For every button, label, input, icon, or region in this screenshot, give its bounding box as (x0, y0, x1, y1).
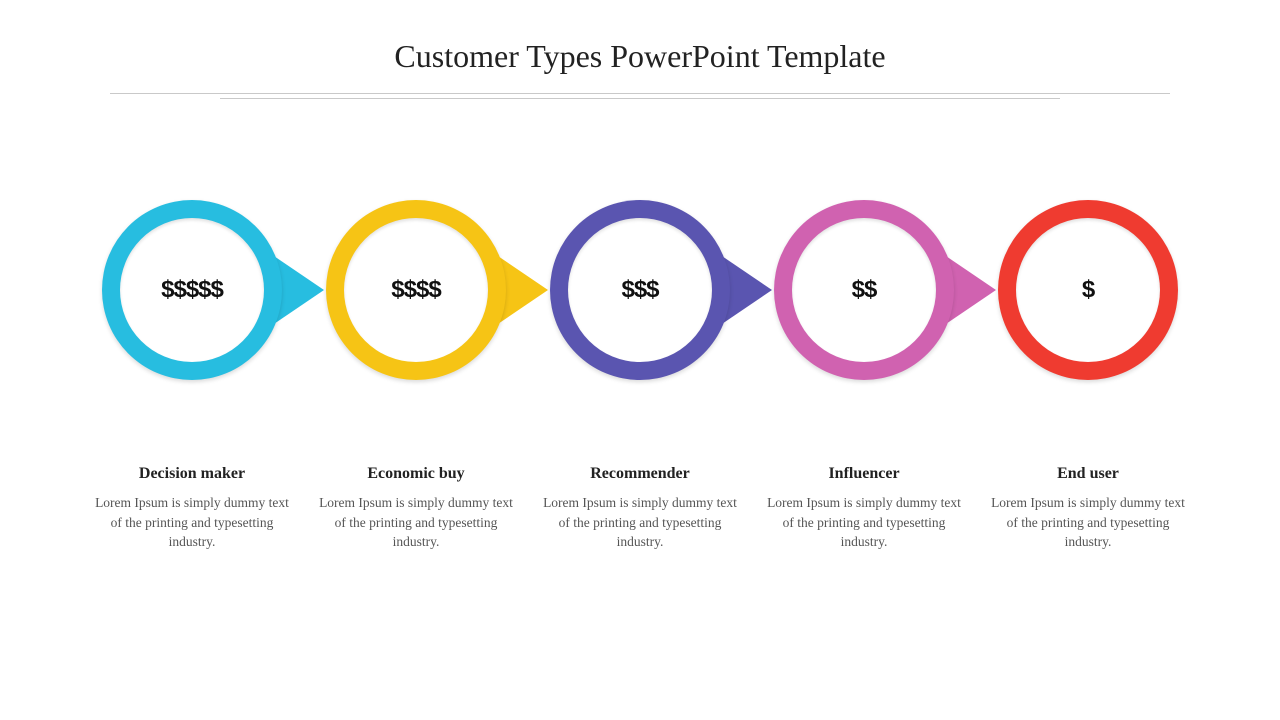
node-economic-buy: $$$$ (326, 200, 506, 380)
label-desc-influencer: Lorem Ipsum is simply dummy text of the … (764, 493, 964, 552)
label-col-decision-maker: Decision maker Lorem Ipsum is simply dum… (80, 465, 304, 552)
label-desc-economic-buy: Lorem Ipsum is simply dummy text of the … (316, 493, 516, 552)
node-influencer: $$ (774, 200, 954, 380)
label-title-end-user: End user (988, 465, 1188, 483)
value-economic-buy: $$$$ (344, 218, 488, 362)
label-title-decision-maker: Decision maker (92, 465, 292, 483)
infographic-stage: $$$$$ $$$$ $$$ $$ $ (0, 200, 1280, 500)
label-title-influencer: Influencer (764, 465, 964, 483)
label-desc-end-user: Lorem Ipsum is simply dummy text of the … (988, 493, 1188, 552)
value-decision-maker: $$$$$ (120, 218, 264, 362)
label-desc-decision-maker: Lorem Ipsum is simply dummy text of the … (92, 493, 292, 552)
value-influencer: $$ (792, 218, 936, 362)
divider-line-2 (220, 98, 1060, 99)
slide-title: Customer Types PowerPoint Template (0, 0, 1280, 93)
value-end-user: $ (1016, 218, 1160, 362)
node-end-user: $ (998, 200, 1178, 380)
label-title-recommender: Recommender (540, 465, 740, 483)
label-title-economic-buy: Economic buy (316, 465, 516, 483)
label-col-economic-buy: Economic buy Lorem Ipsum is simply dummy… (304, 465, 528, 552)
title-divider (110, 93, 1170, 101)
node-recommender: $$$ (550, 200, 730, 380)
label-col-influencer: Influencer Lorem Ipsum is simply dummy t… (752, 465, 976, 552)
label-desc-recommender: Lorem Ipsum is simply dummy text of the … (540, 493, 740, 552)
labels-row: Decision maker Lorem Ipsum is simply dum… (0, 465, 1280, 552)
value-recommender: $$$ (568, 218, 712, 362)
divider-line-1 (110, 93, 1170, 94)
label-col-end-user: End user Lorem Ipsum is simply dummy tex… (976, 465, 1200, 552)
label-col-recommender: Recommender Lorem Ipsum is simply dummy … (528, 465, 752, 552)
node-decision-maker: $$$$$ (102, 200, 282, 380)
